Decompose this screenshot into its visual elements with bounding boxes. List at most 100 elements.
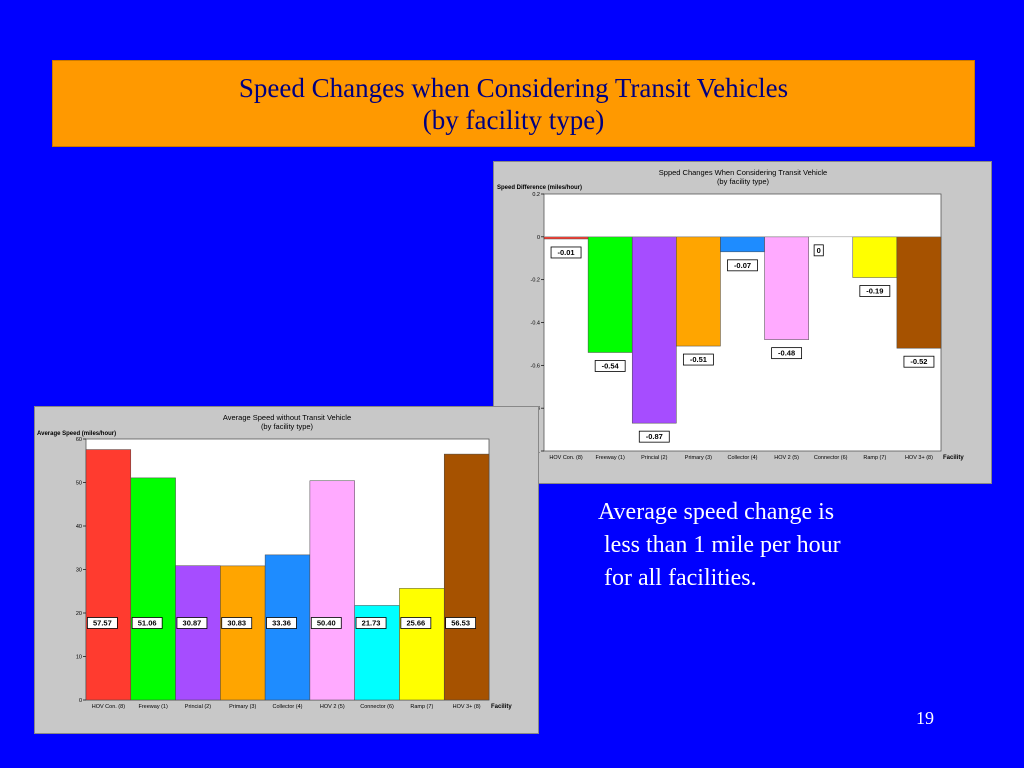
y-tick-label: 60 [76, 437, 82, 443]
y-axis-label: Speed Difference (miles/hour) [497, 185, 582, 191]
data-label-box [550, 246, 582, 259]
data-label: 30.83 [227, 619, 246, 628]
slide-title: Speed Changes when Considering Transit V… [238, 72, 789, 103]
x-tick-label: HOV 3+ (8) [453, 704, 481, 710]
speed-difference-chart: Spped Changes When Considering Transit V… [497, 168, 964, 461]
data-label: 33.36 [272, 619, 291, 628]
data-label-box [266, 617, 297, 629]
data-label: -0.87 [646, 432, 663, 441]
data-label-box [638, 430, 670, 443]
x-axis-label: Facility [943, 455, 964, 461]
data-label: 57.57 [93, 619, 112, 628]
data-label: -0.01 [558, 248, 575, 257]
data-label-box [771, 347, 803, 360]
data-label-box [727, 259, 758, 272]
y-tick-label: 30 [76, 568, 82, 574]
data-label: 50.40 [317, 619, 336, 628]
data-label: -0.51 [690, 355, 707, 364]
x-tick-label: HOV Con. (8) [549, 455, 582, 461]
bar [587, 236, 633, 353]
y-tick-label: 0 [79, 698, 82, 704]
data-label-box [594, 360, 626, 372]
y-tick-label: 0.2 [532, 192, 540, 198]
x-tick-label: HOV 2 (5) [774, 455, 799, 461]
average-speed-chart: Average Speed without Transit Vehicle(by… [37, 413, 512, 710]
data-label: 51.06 [138, 619, 157, 628]
data-label-box [310, 617, 342, 629]
x-tick-label: Freeway (1) [595, 455, 625, 461]
data-label-box [813, 244, 824, 257]
page-number: 19 [916, 708, 934, 728]
data-label-box [131, 617, 163, 629]
x-tick-label: HOV 2 (5) [320, 704, 345, 710]
bar [543, 236, 589, 240]
speed-difference-chart-panel: Spped Changes When Considering Transit V… [493, 161, 992, 484]
y-tick-label: 50 [76, 481, 82, 487]
bar [676, 236, 721, 347]
y-tick-label: 40 [76, 524, 82, 530]
data-label-box [400, 617, 432, 629]
bar [399, 588, 445, 701]
x-axis-label: Facility [491, 704, 512, 710]
data-label: 30.87 [183, 619, 202, 628]
x-tick-label: HOV 3+ (8) [905, 455, 933, 461]
y-tick-label: 10 [76, 655, 82, 661]
data-label-box [859, 285, 891, 297]
x-tick-label: HOV Con. (8) [92, 704, 125, 710]
data-label: 56.53 [451, 619, 470, 628]
x-tick-label: Primary (3) [229, 704, 256, 710]
data-label-box [221, 617, 253, 629]
caption: Average speed change is less than 1 mile… [598, 496, 898, 595]
x-tick-label: Collector (4) [728, 455, 758, 461]
bar [764, 236, 809, 340]
data-label: 0 [817, 246, 821, 255]
x-tick-label: Connector (6) [360, 704, 394, 710]
bar [852, 236, 898, 278]
x-tick-label: Connector (6) [814, 455, 848, 461]
y-tick-label: -0.4 [531, 321, 540, 327]
bar [220, 565, 266, 701]
data-label: -0.48 [778, 349, 795, 358]
data-label-box [86, 617, 118, 629]
bar [85, 449, 132, 701]
bar [175, 565, 221, 701]
slide-title-box: Speed Changes when Considering Transit V… [52, 60, 975, 147]
chart-title: Spped Changes When Considering Transit V… [659, 168, 827, 177]
x-tick-label: Princial (2) [185, 704, 211, 710]
data-label-box [176, 617, 208, 629]
y-tick-label: 0 [537, 235, 540, 241]
data-label-box [682, 353, 714, 366]
x-tick-label: Princial (2) [641, 455, 667, 461]
chart-title: Average Speed without Transit Vehicle [223, 413, 351, 422]
slide-subtitle: (by facility type) [422, 104, 605, 135]
chart-subtitle: (by facility type) [261, 422, 314, 431]
y-tick-label: -0.2 [531, 278, 540, 284]
x-tick-label: Ramp (7) [410, 704, 433, 710]
caption-line-1: Average speed change is [598, 499, 835, 525]
data-label: -0.54 [602, 361, 620, 370]
data-label-box [445, 617, 477, 629]
data-label: -0.19 [866, 287, 883, 296]
y-axis-label: Average Speed (miles/hour) [37, 431, 116, 437]
data-label: 25.66 [406, 619, 425, 628]
data-label: -0.07 [734, 261, 751, 270]
caption-line-2: less than 1 mile per hour [604, 532, 841, 558]
y-tick-label: 20 [76, 611, 82, 617]
y-tick-label: -0.6 [531, 363, 540, 369]
x-tick-label: Collector (4) [273, 704, 303, 710]
caption-line-3: for all facilities. [604, 565, 757, 591]
bar [720, 236, 765, 253]
x-tick-label: Primary (3) [685, 455, 712, 461]
data-label: -0.52 [910, 357, 927, 366]
x-tick-label: Ramp (7) [863, 455, 886, 461]
average-speed-chart-panel: Average Speed without Transit Vehicle (by… [34, 406, 539, 734]
x-tick-label: Freeway (1) [138, 704, 168, 710]
bar [631, 236, 677, 424]
bar [443, 453, 490, 701]
bar [309, 480, 355, 701]
data-label-box [903, 355, 935, 368]
bar [896, 236, 942, 349]
chart-subtitle: (by facility type) [717, 177, 770, 186]
data-label: 21.73 [362, 619, 381, 628]
data-label-box [355, 617, 387, 629]
